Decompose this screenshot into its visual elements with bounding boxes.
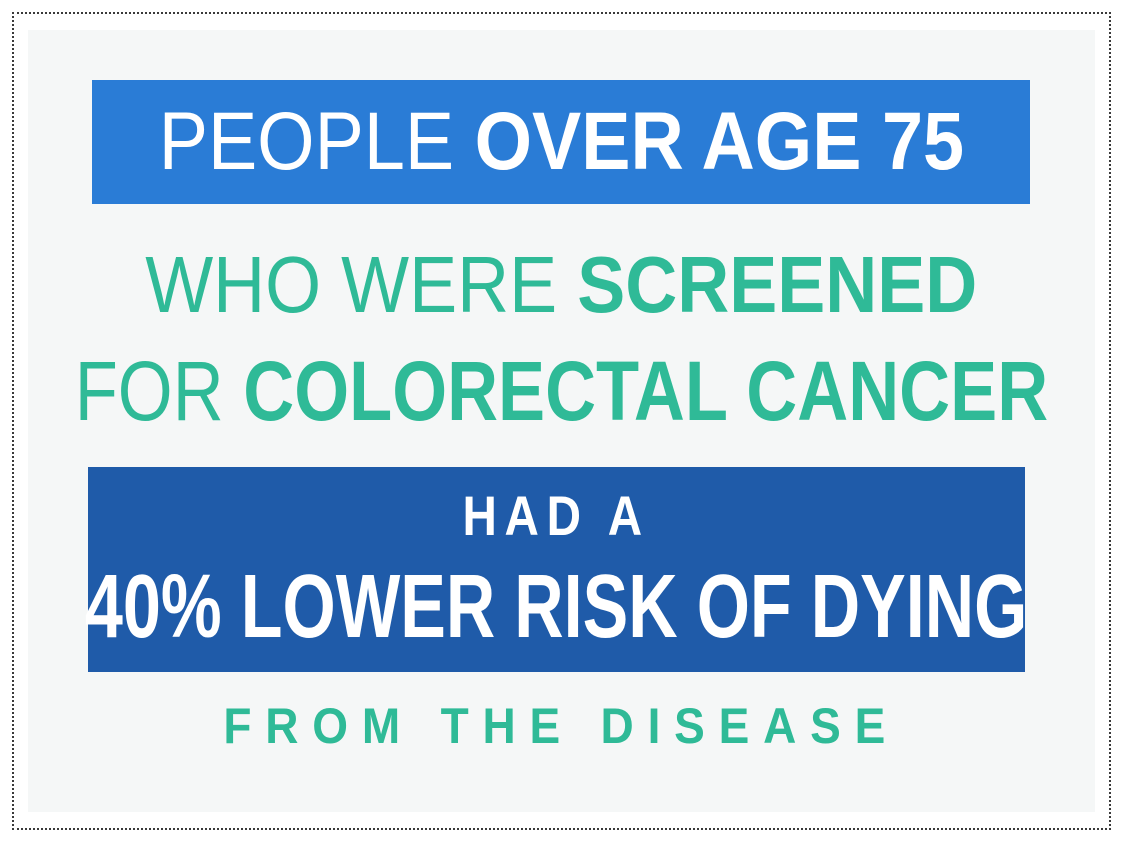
screened-bold-segment: SCREENED [577, 240, 978, 329]
colorectal-bold-segment: COLORECTAL CANCER [243, 344, 1049, 438]
risk-banner-intro: HAD A [462, 483, 651, 547]
colorectal-light-segment: FOR [74, 344, 244, 438]
headline-text: PEOPLE OVER AGE 75 [158, 101, 963, 183]
screened-text: WHO WERE SCREENED [145, 245, 977, 325]
headline-bold-segment: OVER AGE 75 [474, 96, 964, 187]
risk-banner: HAD A 40% LOWER RISK OF DYING [85, 467, 1028, 672]
risk-banner-statistic: 40% LOWER RISK OF DYING [85, 556, 1028, 657]
headline-banner: PEOPLE OVER AGE 75 [92, 80, 1030, 204]
screened-light-segment: WHO WERE [145, 240, 578, 329]
headline-light-segment: PEOPLE [158, 96, 475, 187]
colorectal-text: FOR COLORECTAL CANCER [75, 349, 1048, 433]
footer-text: FROM THE DISEASE [223, 698, 900, 754]
screened-line: WHO WERE SCREENED [0, 238, 1123, 332]
footer-line: FROM THE DISEASE [0, 697, 1123, 755]
colorectal-line: FOR COLORECTAL CANCER [0, 344, 1123, 438]
